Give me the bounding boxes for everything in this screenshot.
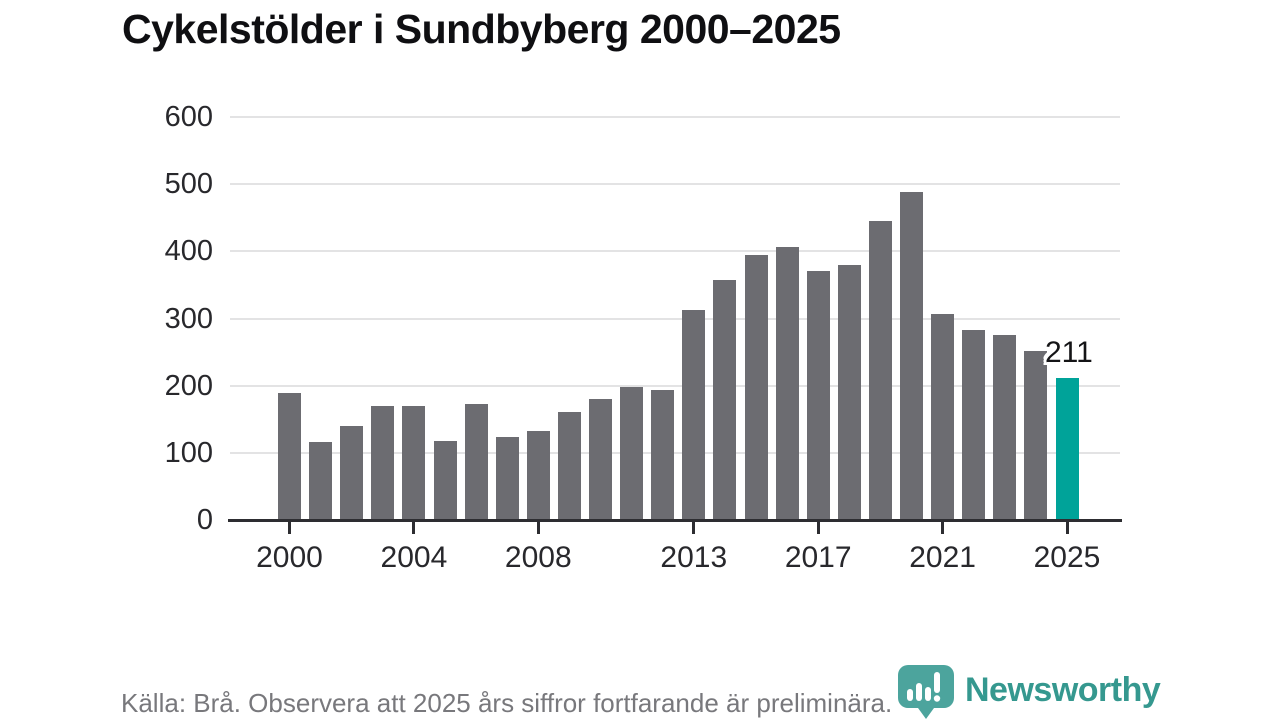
y-axis-label-0: 0 <box>196 504 213 536</box>
newsworthy-logo-text: Newsworthy <box>965 671 1161 709</box>
gridline-y-400 <box>230 250 1120 253</box>
bar-2018[interactable] <box>837 265 861 520</box>
y-axis-label-400: 400 <box>164 235 213 268</box>
x-axis-label-2008: 2008 <box>504 541 572 574</box>
x-axis-tick-2004 <box>412 521 416 534</box>
y-axis-label-200: 200 <box>164 369 213 402</box>
bar-2020[interactable] <box>900 191 923 520</box>
bar-2015[interactable] <box>744 254 768 520</box>
bar-2002[interactable] <box>340 425 364 520</box>
bar-2022[interactable] <box>962 329 986 520</box>
y-axis-label-500: 500 <box>164 168 213 201</box>
bar-2011[interactable] <box>620 387 644 520</box>
bar-2012[interactable] <box>651 390 675 520</box>
newsworthy-logo[interactable]: Newsworthy <box>897 664 1161 725</box>
value-label-2025: 211 <box>1045 336 1093 369</box>
bar-2001[interactable] <box>309 442 333 520</box>
x-axis-line <box>228 518 1122 522</box>
x-axis-tick-2013 <box>692 521 696 534</box>
gridline-y-600 <box>230 116 1120 118</box>
gridline-y-300 <box>230 317 1120 320</box>
bar-2016[interactable] <box>775 247 799 520</box>
x-axis-tick-2025 <box>1065 521 1069 534</box>
x-axis-label-2025: 2025 <box>1033 541 1101 574</box>
bar-2003[interactable] <box>371 405 395 520</box>
bar-2024[interactable] <box>1024 351 1048 520</box>
x-axis-tick-2008 <box>536 521 540 534</box>
gridline-y-500 <box>230 183 1120 186</box>
bar-2021[interactable] <box>931 314 955 520</box>
y-axis-label-600: 600 <box>164 101 213 133</box>
bar-2013[interactable] <box>682 309 706 520</box>
bar-2025[interactable] <box>1055 378 1079 520</box>
source-note: Källa: Brå. Observera att 2025 års siffr… <box>121 688 893 718</box>
y-axis-label-100: 100 <box>164 436 213 469</box>
bar-2010[interactable] <box>589 399 612 520</box>
x-axis-label-2000: 2000 <box>256 541 323 574</box>
newsworthy-pin-barchart-icon <box>897 664 955 725</box>
bar-2004[interactable] <box>402 406 426 520</box>
x-axis-tick-2017 <box>816 521 820 534</box>
x-axis-label-2013: 2013 <box>660 541 728 574</box>
gridline-y-200 <box>230 384 1120 387</box>
bar-2014[interactable] <box>713 280 737 520</box>
bar-2005[interactable] <box>433 441 457 520</box>
bar-2007[interactable] <box>495 436 519 520</box>
bar-2019[interactable] <box>868 221 892 520</box>
y-axis-label-300: 300 <box>164 302 213 335</box>
x-axis-label-2021: 2021 <box>909 541 976 574</box>
x-axis-tick-2000 <box>288 521 291 534</box>
bar-2006[interactable] <box>464 404 488 520</box>
bar-2000[interactable] <box>278 393 301 520</box>
bar-2009[interactable] <box>557 411 581 520</box>
x-axis-label-2004: 2004 <box>380 541 448 574</box>
bar-2008[interactable] <box>526 430 550 520</box>
chart-title: Cykelstölder i Sundbyberg 2000–2025 <box>122 6 841 52</box>
bar-2023[interactable] <box>993 335 1017 520</box>
x-axis-tick-2021 <box>941 521 945 534</box>
x-axis-label-2017: 2017 <box>784 541 852 574</box>
gridline-y-100 <box>230 451 1120 454</box>
bar-2017[interactable] <box>806 271 830 520</box>
